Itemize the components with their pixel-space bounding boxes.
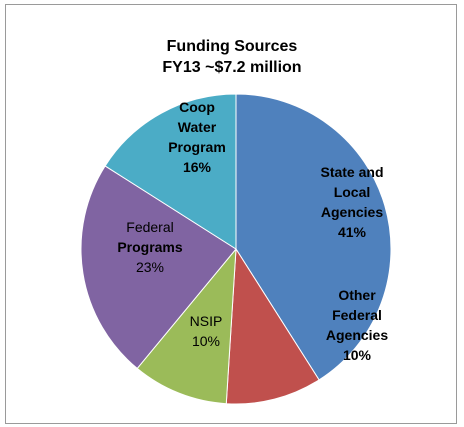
slice-label-3: Federal Programs 23% <box>117 219 183 275</box>
pie-slice-3 <box>80 165 237 370</box>
slice-name-line: Program <box>168 139 226 155</box>
pie-slice-4 <box>104 93 237 250</box>
slice-name-line: Local <box>334 184 371 200</box>
chart-subtitle: FY13 ~$7.2 million <box>162 59 302 76</box>
slice-name-line: Federal <box>126 219 173 235</box>
slice-name-line: NSIP <box>190 313 223 329</box>
slice-name-line: Programs <box>117 239 183 255</box>
slice-name-line: Agencies <box>326 327 388 343</box>
slice-label-2: NSIP 10% <box>190 313 223 349</box>
pie-slice-1 <box>225 247 320 405</box>
slice-label-1: Other Federal Agencies 10% <box>326 287 388 363</box>
slice-percent-label: 10% <box>192 333 220 349</box>
slice-percent-label: 10% <box>343 347 372 363</box>
slice-name-line: Water <box>178 119 217 135</box>
slice-label-0: State and Local Agencies 41% <box>320 164 383 240</box>
slice-name-line: Other <box>338 287 376 303</box>
slice-percent-label: 16% <box>183 159 212 175</box>
slice-name-line: Federal <box>332 307 382 323</box>
slice-name-line: Agencies <box>321 204 383 220</box>
slice-name-line: Coop <box>179 99 215 115</box>
slice-percent-label: 41% <box>338 224 367 240</box>
pie-slice-2 <box>136 247 237 405</box>
slice-name-line: State and <box>320 164 383 180</box>
chart-title: Funding Sources <box>166 38 298 55</box>
chart-title-block: Funding Sources FY13 ~$7.2 million <box>0 36 464 78</box>
slice-label-4: Coop Water Program 16% <box>168 99 226 175</box>
slice-percent-label: 23% <box>136 259 164 275</box>
pie-slice-0 <box>235 93 392 381</box>
